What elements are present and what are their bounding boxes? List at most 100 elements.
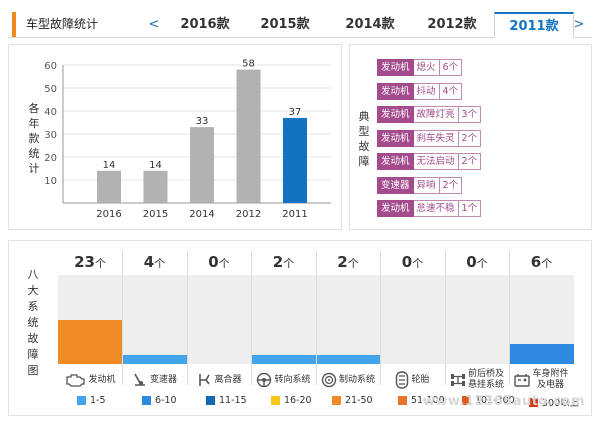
eight-systems-panel: 八大系统故障图 23个 发动机 4个 变速器 0个 离合器 2个 转向系统 2个 制动系统 0个 轮胎… xyxy=(8,240,592,416)
system-name: 转向系统 xyxy=(274,374,311,385)
system-name: 车身附件 及电器 xyxy=(532,369,569,390)
system-count-unit: 个 xyxy=(476,257,488,270)
legend-label: 16-20 xyxy=(284,395,312,406)
tab-2014[interactable]: 2014款 xyxy=(345,17,395,32)
system-count-value: 0 xyxy=(401,253,413,271)
typical-faults-panel: 典型故障 发动机 熄火 6个 发动机 抖动 4个 发动机 故障灯亮 3个 发动机 刹车失灵 2个 发动机… xyxy=(349,44,592,230)
fault-category: 发动机 xyxy=(377,153,414,170)
fault-item[interactable]: 发动机 无法启动 2个 xyxy=(377,153,482,170)
system-count-unit: 个 xyxy=(347,257,359,270)
fault-count: 2个 xyxy=(458,153,482,170)
legend-swatch xyxy=(271,396,280,405)
system-bar-area xyxy=(380,275,445,364)
legend-item: 6-10 xyxy=(142,395,177,406)
bar-value-label: 33 xyxy=(196,116,209,127)
fault-description: 无法启动 xyxy=(413,153,459,170)
system-bar-area xyxy=(58,275,122,364)
legend-label: 6-10 xyxy=(155,395,177,406)
clutch-icon xyxy=(196,372,214,388)
legend-label: 101-300 xyxy=(475,395,515,406)
system-label: 发动机 xyxy=(58,365,122,395)
y-tick-label: 40 xyxy=(44,107,57,118)
system-count-value: 4 xyxy=(143,253,155,271)
fault-description: 异响 xyxy=(413,176,440,194)
system-name: 制动系统 xyxy=(338,374,375,385)
system-label: 变速器 xyxy=(122,365,187,395)
column-divider xyxy=(122,251,123,385)
system-count-unit: 个 xyxy=(154,257,166,270)
fault-count: 2个 xyxy=(458,129,482,147)
fault-category: 发动机 xyxy=(377,200,414,217)
system-count-unit: 个 xyxy=(412,257,424,270)
next-arrow-icon[interactable]: > xyxy=(573,17,585,32)
system-count-unit: 个 xyxy=(94,257,106,270)
system-label: 轮胎 xyxy=(380,365,445,395)
tab-2012[interactable]: 2012款 xyxy=(427,17,477,32)
system-count: 2个 xyxy=(316,251,380,273)
fault-category: 变速器 xyxy=(377,176,414,194)
year-statistics-panel: 各年款统计 10 20 30 40 50 60 14 2016 14 2015 33 2014 58 20… xyxy=(8,44,342,230)
system-bar-fill xyxy=(509,344,574,364)
legend-label: 21-50 xyxy=(345,395,373,406)
system-count: 2个 xyxy=(251,251,316,273)
system-name: 发动机 xyxy=(88,374,116,385)
fault-count: 1个 xyxy=(458,200,482,217)
x-tick-label: 2012 xyxy=(236,209,261,220)
system-name: 变速器 xyxy=(149,374,177,385)
legend-label: 11-15 xyxy=(219,395,247,406)
suspension-icon xyxy=(450,372,468,388)
legend-swatch xyxy=(77,396,86,405)
legend-label: 1-5 xyxy=(90,395,106,406)
legend-item: 1-5 xyxy=(77,395,106,406)
system-count-value: 2 xyxy=(272,253,284,271)
tab-2016[interactable]: 2016款 xyxy=(180,17,230,32)
system-bar-area xyxy=(445,275,509,364)
system-count: 0个 xyxy=(380,251,445,273)
fault-category: 发动机 xyxy=(377,106,414,123)
system-label: 前后桥及 悬挂系统 xyxy=(445,365,509,395)
system-count: 0个 xyxy=(187,251,251,273)
x-tick-label: 2015 xyxy=(143,209,168,220)
prev-arrow-icon[interactable]: < xyxy=(148,17,160,32)
legend-swatch xyxy=(142,396,151,405)
legend-swatch xyxy=(398,396,407,405)
fault-item[interactable]: 发动机 抖动 4个 xyxy=(377,82,463,100)
y-tick-label: 20 xyxy=(44,153,57,164)
header-bar: 车型故障统计 < 2016款 2015款 2014款 2012款 2011款 > xyxy=(8,12,592,38)
system-bar-fill xyxy=(122,355,187,364)
system-name: 前后桥及 悬挂系统 xyxy=(467,369,504,390)
legend-label: 51-100 xyxy=(411,395,445,406)
fault-item[interactable]: 发动机 怠速不稳 1个 xyxy=(377,200,482,217)
x-tick-label: 2011 xyxy=(282,209,307,220)
fault-description: 怠速不稳 xyxy=(413,200,459,217)
steering-icon xyxy=(256,372,274,388)
system-label: 离合器 xyxy=(187,365,251,395)
tab-2015[interactable]: 2015款 xyxy=(260,17,310,32)
fault-count: 3个 xyxy=(458,106,482,123)
legend-item: 11-15 xyxy=(206,395,247,406)
system-count: 6个 xyxy=(509,251,574,273)
fault-count: 4个 xyxy=(439,82,463,100)
tab-2011[interactable]: 2011款 xyxy=(494,12,574,38)
system-count: 4个 xyxy=(122,251,187,273)
fault-description: 刹车失灵 xyxy=(413,129,459,147)
y-tick-label: 10 xyxy=(44,176,57,187)
systems-side-label: 八大系统故障图 xyxy=(27,268,39,377)
fault-item[interactable]: 发动机 刹车失灵 2个 xyxy=(377,129,482,147)
bar-value-label: 37 xyxy=(289,107,302,118)
gearbox-icon xyxy=(132,372,150,388)
y-tick-label: 50 xyxy=(44,84,57,95)
bar-2014 xyxy=(190,127,214,203)
system-count-value: 2 xyxy=(337,253,348,271)
fault-item[interactable]: 变速器 异响 2个 xyxy=(377,176,463,194)
chart-side-label: 各年款统计 xyxy=(28,102,40,175)
fault-item[interactable]: 发动机 熄火 6个 xyxy=(377,59,463,76)
system-count-value: 0 xyxy=(208,253,219,271)
legend-item: 300以上 xyxy=(529,395,579,409)
legend-swatch xyxy=(206,396,215,405)
system-bar-area xyxy=(509,275,574,364)
column-divider xyxy=(509,251,510,385)
system-bar-fill xyxy=(251,355,316,364)
fault-count: 2个 xyxy=(439,176,463,194)
fault-item[interactable]: 发动机 故障灯亮 3个 xyxy=(377,106,482,123)
